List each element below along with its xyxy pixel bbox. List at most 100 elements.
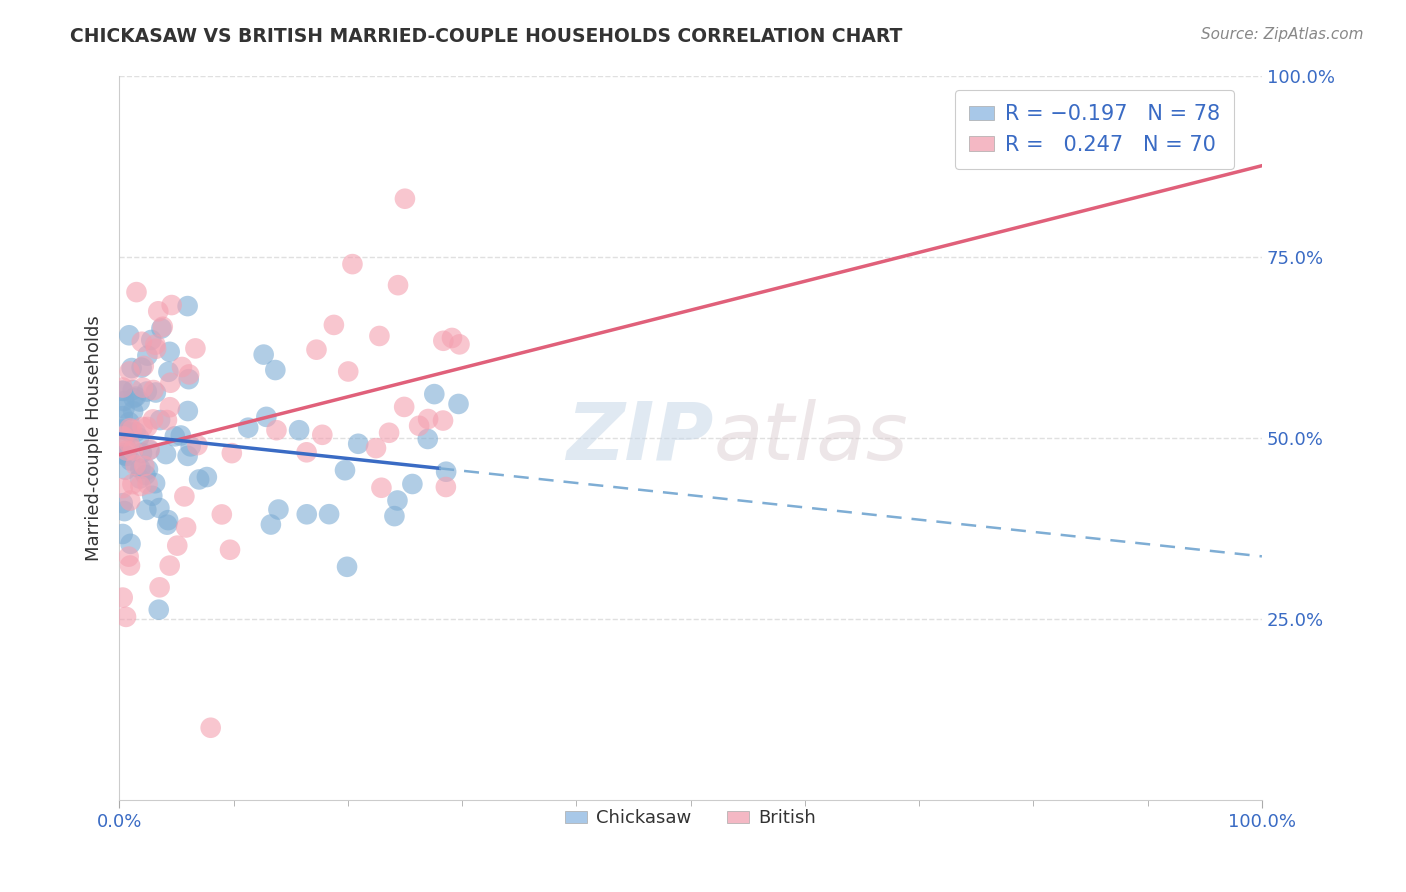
Point xyxy=(128,394,150,409)
Point xyxy=(184,342,207,356)
Point xyxy=(342,257,364,271)
Point xyxy=(159,344,181,359)
Point xyxy=(173,490,195,504)
Point xyxy=(170,359,193,374)
Point xyxy=(111,446,134,460)
Point xyxy=(148,304,170,318)
Point xyxy=(114,463,136,477)
Point xyxy=(378,425,401,440)
Point xyxy=(434,465,457,479)
Point xyxy=(387,493,409,508)
Point xyxy=(238,420,260,434)
Point xyxy=(131,446,153,460)
Point xyxy=(254,409,277,424)
Point xyxy=(134,458,156,473)
Legend: Chickasaw, British: Chickasaw, British xyxy=(558,802,823,835)
Point xyxy=(159,401,181,415)
Point xyxy=(260,517,283,532)
Point xyxy=(401,477,423,491)
Point xyxy=(114,440,136,454)
Point xyxy=(394,192,416,206)
Point xyxy=(122,391,145,405)
Point xyxy=(149,580,172,594)
Point xyxy=(121,361,143,376)
Point xyxy=(138,442,160,457)
Point xyxy=(111,422,134,436)
Point xyxy=(163,429,186,443)
Point xyxy=(145,385,167,400)
Point xyxy=(179,368,201,382)
Point xyxy=(322,318,344,332)
Text: atlas: atlas xyxy=(713,399,908,477)
Point xyxy=(148,501,170,516)
Point xyxy=(150,321,173,335)
Point xyxy=(124,458,146,472)
Point xyxy=(440,331,463,345)
Point xyxy=(211,508,233,522)
Point xyxy=(253,348,276,362)
Point xyxy=(135,503,157,517)
Point xyxy=(118,364,141,378)
Point xyxy=(112,429,135,443)
Point xyxy=(434,480,457,494)
Point xyxy=(125,285,148,299)
Point xyxy=(142,383,165,397)
Point xyxy=(157,365,180,379)
Point xyxy=(111,384,134,398)
Point xyxy=(111,496,134,510)
Point xyxy=(174,520,197,534)
Point xyxy=(157,513,180,527)
Point xyxy=(118,415,141,429)
Point xyxy=(111,380,134,394)
Point xyxy=(143,337,166,351)
Point xyxy=(112,394,135,409)
Point xyxy=(128,471,150,485)
Point xyxy=(112,448,135,462)
Point xyxy=(115,443,138,458)
Point xyxy=(347,437,370,451)
Point xyxy=(131,334,153,349)
Point xyxy=(111,527,134,541)
Point xyxy=(170,428,193,442)
Point xyxy=(368,329,391,343)
Point xyxy=(141,333,163,347)
Point xyxy=(134,467,156,482)
Point xyxy=(136,477,159,491)
Point xyxy=(318,507,340,521)
Point xyxy=(120,537,142,551)
Point xyxy=(156,517,179,532)
Point xyxy=(122,404,145,418)
Point xyxy=(132,359,155,373)
Point xyxy=(159,558,181,573)
Point xyxy=(176,449,198,463)
Point xyxy=(392,400,415,414)
Point xyxy=(114,401,136,416)
Point xyxy=(121,383,143,397)
Point xyxy=(155,447,177,461)
Point xyxy=(121,477,143,491)
Point xyxy=(142,412,165,426)
Point xyxy=(138,443,160,458)
Point xyxy=(264,363,287,377)
Point xyxy=(416,432,439,446)
Point xyxy=(432,413,454,427)
Point xyxy=(111,591,134,605)
Point xyxy=(423,387,446,401)
Point xyxy=(118,328,141,343)
Point xyxy=(176,299,198,313)
Point xyxy=(135,384,157,399)
Point xyxy=(115,449,138,463)
Point xyxy=(160,298,183,312)
Point xyxy=(118,436,141,450)
Point xyxy=(295,445,318,459)
Point xyxy=(132,381,155,395)
Point xyxy=(408,418,430,433)
Point xyxy=(370,481,392,495)
Point xyxy=(136,349,159,363)
Point xyxy=(195,470,218,484)
Point xyxy=(115,610,138,624)
Point xyxy=(118,421,141,435)
Point xyxy=(136,462,159,476)
Point xyxy=(333,463,356,477)
Text: CHICKASAW VS BRITISH MARRIED-COUPLE HOUSEHOLDS CORRELATION CHART: CHICKASAW VS BRITISH MARRIED-COUPLE HOUS… xyxy=(70,27,903,45)
